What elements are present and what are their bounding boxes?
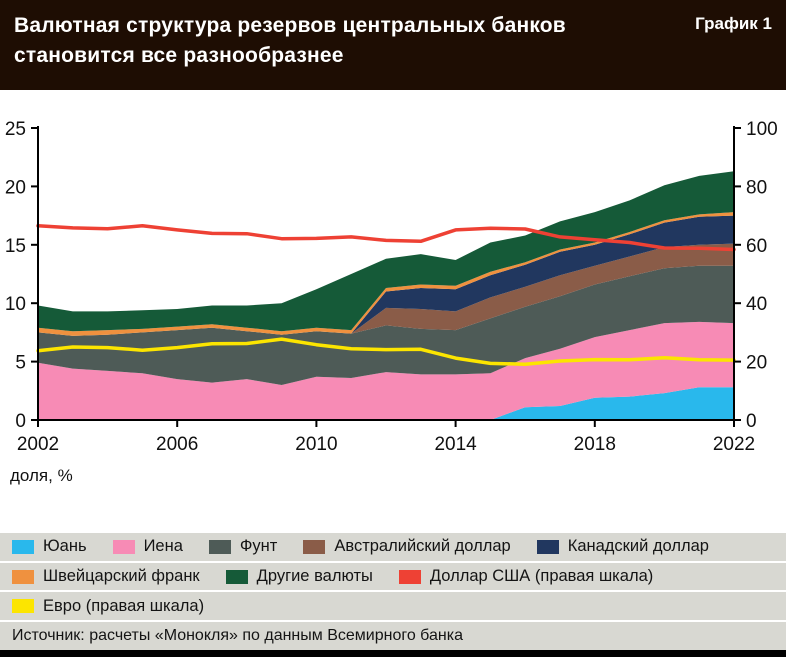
bottom-bar bbox=[0, 650, 786, 657]
legend-label: Канадский доллар bbox=[567, 537, 709, 556]
legend-item: Другие валюты bbox=[225, 567, 373, 586]
legend-item: Евро (правая шкала) bbox=[12, 597, 204, 616]
line-eur bbox=[36, 337, 736, 366]
title-line-1: Валютная структура резервов центральных … bbox=[14, 14, 566, 37]
axis-tick-label: 2002 bbox=[17, 434, 59, 455]
legend-swatch bbox=[112, 539, 135, 554]
legend-label: Другие валюты bbox=[256, 567, 373, 585]
legend-swatch bbox=[303, 539, 326, 554]
stacked-area-chart: 0 5 10 15 20 25 0 20 40 60 80 100 2002 2006 2010 2014 20… bbox=[5, 119, 778, 455]
axis-tick-label: 100 bbox=[746, 119, 778, 140]
y-axis-unit-label: доля, % bbox=[10, 466, 73, 485]
axis-tick-label: 80 bbox=[746, 177, 767, 198]
area-yen bbox=[38, 321, 734, 420]
legend-label: Юань bbox=[43, 537, 87, 556]
axis-tick-label: 2006 bbox=[156, 434, 198, 455]
legend-swatch bbox=[208, 539, 231, 554]
axis-tick-label: 2018 bbox=[574, 434, 616, 455]
axis-tick-label: 2014 bbox=[434, 434, 477, 455]
legend-label: Швейцарский франк bbox=[43, 567, 200, 585]
axis-tick-label: 25 bbox=[5, 119, 26, 140]
legend-swatch bbox=[12, 539, 34, 554]
page-title: Валютная структура резервов центральных … bbox=[14, 11, 566, 71]
axis-tick-label: 2010 bbox=[295, 434, 337, 455]
legend-item: Доллар США (правая шкала) bbox=[398, 567, 654, 586]
legend-row: Швейцарский франк Другие валюты Доллар США… bbox=[0, 560, 786, 591]
chart-area: 0 5 10 15 20 25 0 20 40 60 80 100 2002 2006 2010 2014 20… bbox=[0, 90, 786, 533]
legend-item: Иена bbox=[112, 537, 183, 556]
area-aud bbox=[38, 243, 734, 336]
legend-swatch bbox=[12, 599, 34, 614]
legend-item: Юань bbox=[12, 537, 87, 556]
source-text: Источник: расчеты «Монокля» по данным Вс… bbox=[12, 627, 463, 644]
area-cad bbox=[38, 215, 734, 336]
area-yuan bbox=[38, 387, 734, 420]
source-bar: Источник: расчеты «Монокля» по данным Вс… bbox=[0, 620, 786, 650]
legend-item: Австралийский доллар bbox=[303, 537, 511, 556]
legend-swatch bbox=[12, 569, 34, 584]
title-line-2: становится все разнообразнее bbox=[14, 43, 344, 67]
legend-label: Австралийский доллар bbox=[334, 537, 511, 556]
legend-item: Швейцарский франк bbox=[12, 567, 200, 586]
legend-swatch bbox=[225, 569, 248, 584]
legend-item: Фунт bbox=[208, 537, 278, 556]
chart-header: Валютная структура резервов центральных … bbox=[0, 0, 786, 90]
axis-tick-label: 60 bbox=[746, 236, 767, 257]
axis-tick-label: 5 bbox=[15, 353, 26, 374]
legend-label: Евро (правая шкала) bbox=[43, 596, 205, 615]
axis-tick-label: 40 bbox=[746, 294, 767, 315]
axis-tick-label: 0 bbox=[746, 411, 757, 432]
legend-item: Канадский доллар bbox=[536, 537, 709, 556]
legend-swatch bbox=[536, 539, 559, 554]
axis-tick-label: 20 bbox=[746, 353, 767, 374]
axis-tick-label: 2022 bbox=[713, 434, 755, 455]
axis-tick-label: 15 bbox=[5, 236, 26, 257]
legend-label: Фунт bbox=[239, 537, 278, 556]
axis-tick-label: 10 bbox=[5, 294, 26, 315]
legend-row: Юань Иена Фунт Австралийский доллар Канадски… bbox=[0, 533, 786, 561]
figure-number-label: График 1 bbox=[695, 14, 772, 33]
area-other bbox=[38, 171, 734, 332]
axis-tick-label: 0 bbox=[15, 411, 26, 432]
legend: Юань Иена Фунт Австралийский доллар Канадски… bbox=[0, 533, 786, 620]
line-usd bbox=[36, 224, 736, 252]
axis-tick-label: 20 bbox=[5, 177, 26, 198]
legend-swatch bbox=[398, 569, 421, 584]
legend-row: Евро (правая шкала) bbox=[0, 590, 786, 620]
legend-label: Иена bbox=[143, 537, 183, 556]
legend-label: Доллар США (правая шкала) bbox=[429, 567, 654, 585]
